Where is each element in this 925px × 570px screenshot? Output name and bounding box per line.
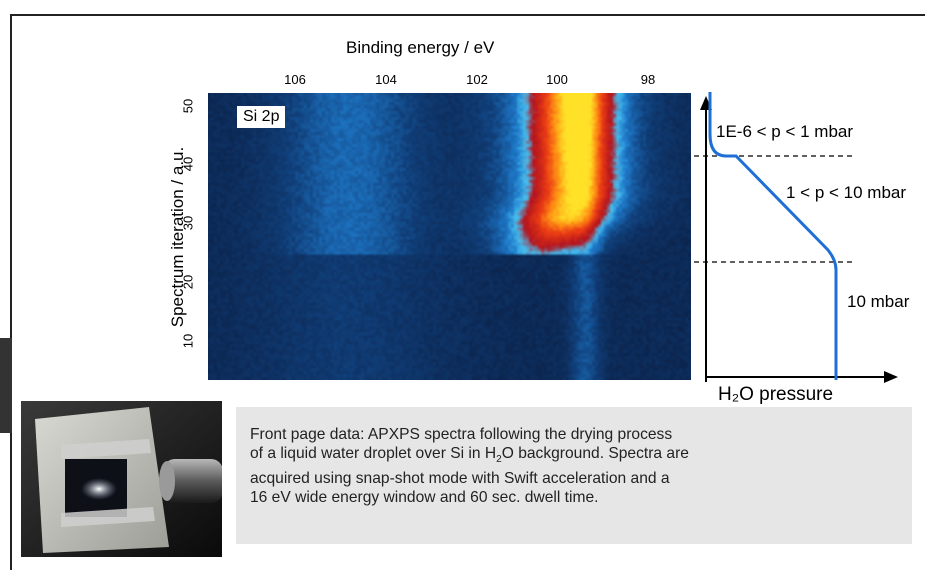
- frame-left-dark-block: [0, 338, 12, 433]
- y-tick-label: 10: [180, 333, 196, 349]
- caption-line: Front page data: APXPS spectra following…: [250, 426, 673, 443]
- region-label-mid-pressure: 1 < p < 10 mbar: [786, 183, 907, 202]
- caption-line: of a liquid water droplet over Si in H2O…: [250, 445, 689, 466]
- caption-line: 16 eV wide energy window and 60 sec. dwe…: [250, 489, 599, 507]
- heatmap-x-axis-title: Binding energy / eV: [346, 38, 495, 57]
- y-tick-label: 50: [180, 98, 196, 114]
- caption-line: acquired using snap-shot mode with Swift…: [250, 470, 670, 488]
- pressure-curve: [708, 92, 838, 380]
- x-tick-label: 98: [640, 72, 656, 87]
- sample-photo: [21, 401, 222, 557]
- x-axis-arrowhead: [884, 371, 898, 383]
- region-label-high-pressure: 10 mbar: [847, 292, 910, 311]
- si-2p-heatmap: [208, 93, 691, 380]
- pressure-profile-chart: [694, 92, 898, 383]
- heatmap-y-axis-title: Spectrum iteration / a.u.: [168, 146, 187, 328]
- frame-top-border: [10, 14, 925, 16]
- frame-left-border-lower: [10, 433, 12, 570]
- si-2p-label: Si 2p: [237, 106, 286, 128]
- x-tick-label: 106: [284, 72, 306, 87]
- region-label-low-pressure: 1E-6 < p < 1 mbar: [716, 122, 854, 141]
- x-tick-label: 102: [466, 72, 488, 87]
- figure-caption: Front page data: APXPS spectra following…: [236, 407, 912, 544]
- pressure-axis-title: H₂O pressure: [718, 384, 834, 405]
- x-tick-label: 104: [375, 72, 397, 87]
- frame-left-border: [10, 14, 12, 339]
- x-tick-label: 100: [546, 72, 568, 87]
